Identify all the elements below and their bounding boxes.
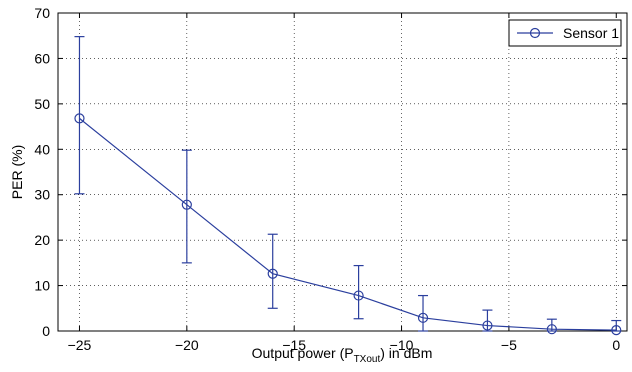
- data-point: [611, 324, 622, 336]
- x-axis-label: Output power (PTXout) in dBm: [252, 345, 433, 365]
- x-axis-label-suffix: ) in dBm: [380, 345, 432, 361]
- y-tick-label: 50: [34, 96, 50, 112]
- legend: Sensor 1: [508, 19, 622, 47]
- x-axis-label-subscript: TXout: [354, 354, 381, 365]
- y-tick-label: 40: [34, 141, 50, 157]
- legend-label-sensor-1: Sensor 1: [563, 25, 619, 41]
- ticks: −25 −20 −15 −10 −5 0 0 10 20 30 40 50 60 70: [34, 5, 627, 353]
- axes-frame: [57, 12, 628, 332]
- data-point: [546, 324, 557, 335]
- legend-marker-swatch: [529, 27, 541, 39]
- y-tick-label: 0: [42, 323, 50, 339]
- y-tick-label: 10: [34, 278, 50, 294]
- x-tick-label: −20: [175, 337, 199, 353]
- y-tick-label: 70: [34, 5, 50, 21]
- data-point: [267, 268, 278, 279]
- y-tick-label: 60: [34, 50, 50, 66]
- data-point: [74, 113, 85, 124]
- y-tick-label: 20: [34, 232, 50, 248]
- grid: [58, 13, 627, 331]
- y-tick-label: 30: [34, 187, 50, 203]
- x-tick-label: −10: [390, 337, 414, 353]
- data-point: [181, 199, 192, 210]
- x-tick-label: 0: [612, 337, 620, 353]
- x-axis-label-prefix: Output power (P: [252, 345, 354, 361]
- y-axis-label: PER (%): [9, 145, 25, 199]
- data-point: [482, 320, 493, 331]
- data-point: [417, 312, 429, 323]
- data-point: [353, 290, 364, 301]
- x-tick-label: −25: [68, 337, 92, 353]
- x-tick-label: −15: [282, 337, 306, 353]
- x-tick-label: −5: [501, 337, 517, 353]
- series-line: [79, 117, 617, 331]
- series-layer: [74, 36, 622, 336]
